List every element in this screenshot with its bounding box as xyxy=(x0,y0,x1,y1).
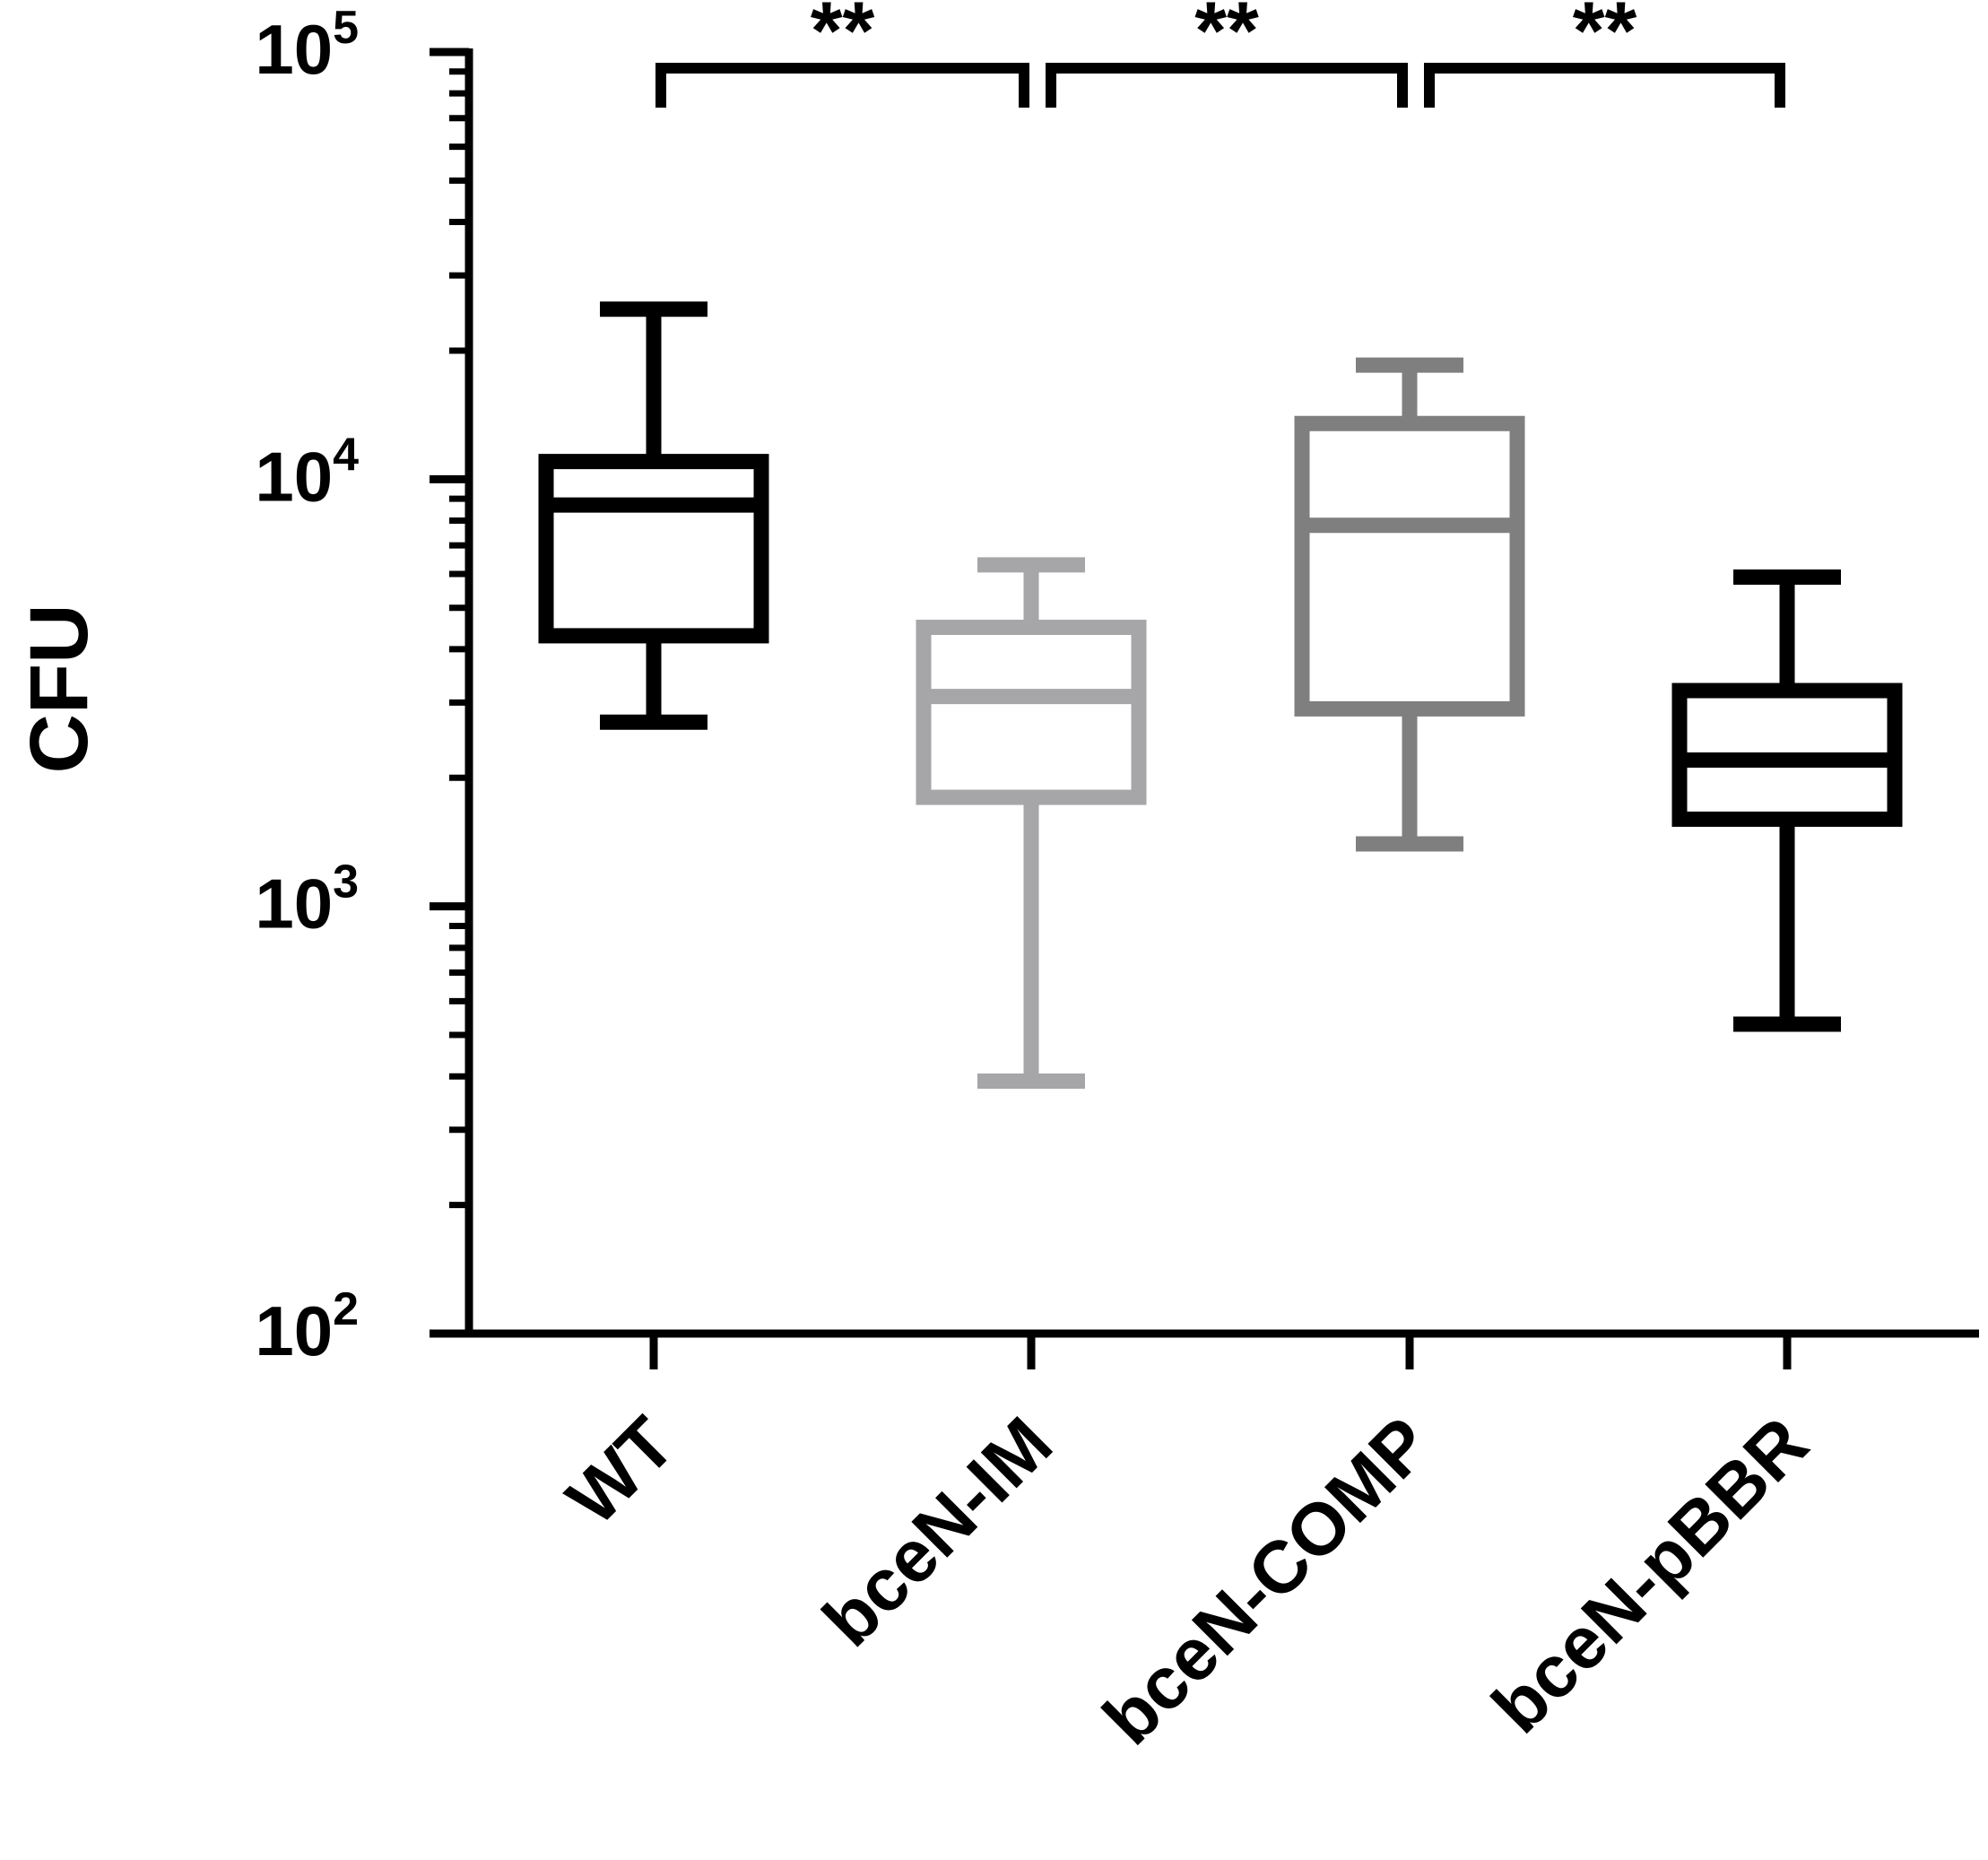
significance-bracket: ** xyxy=(1424,0,1785,108)
x-tick-label: bceN-COMP xyxy=(1088,1402,1445,1760)
significance-label: ** xyxy=(1194,0,1259,77)
y-tick-label: 105 xyxy=(255,2,359,89)
box-iqr xyxy=(1294,415,1525,717)
significance-label: ** xyxy=(1573,0,1637,77)
bracket-line xyxy=(655,63,1029,108)
significance-bracket: ** xyxy=(1046,0,1408,108)
x-tick-label: WT xyxy=(551,1402,690,1540)
significance-label: ** xyxy=(811,0,875,77)
y-axis-title: CFU xyxy=(13,604,105,773)
y-tick-label: 102 xyxy=(255,1283,359,1370)
y-tick-label: 104 xyxy=(255,429,359,516)
x-tick-label: bceN-pBBR xyxy=(1477,1402,1823,1748)
box-wt xyxy=(538,301,769,730)
bracket-line xyxy=(1424,63,1785,108)
bracket-line xyxy=(1046,63,1408,108)
box-iqr xyxy=(916,620,1147,805)
y-tick-label: 103 xyxy=(255,856,359,943)
box-iqr xyxy=(538,454,769,644)
x-tick-label: bceN-IM xyxy=(808,1402,1068,1662)
box-bcen-im xyxy=(916,557,1147,1089)
significance-bracket: ** xyxy=(655,0,1029,108)
box-bcen-pbbr xyxy=(1671,569,1903,1032)
box-bcen-comp xyxy=(1294,357,1525,852)
